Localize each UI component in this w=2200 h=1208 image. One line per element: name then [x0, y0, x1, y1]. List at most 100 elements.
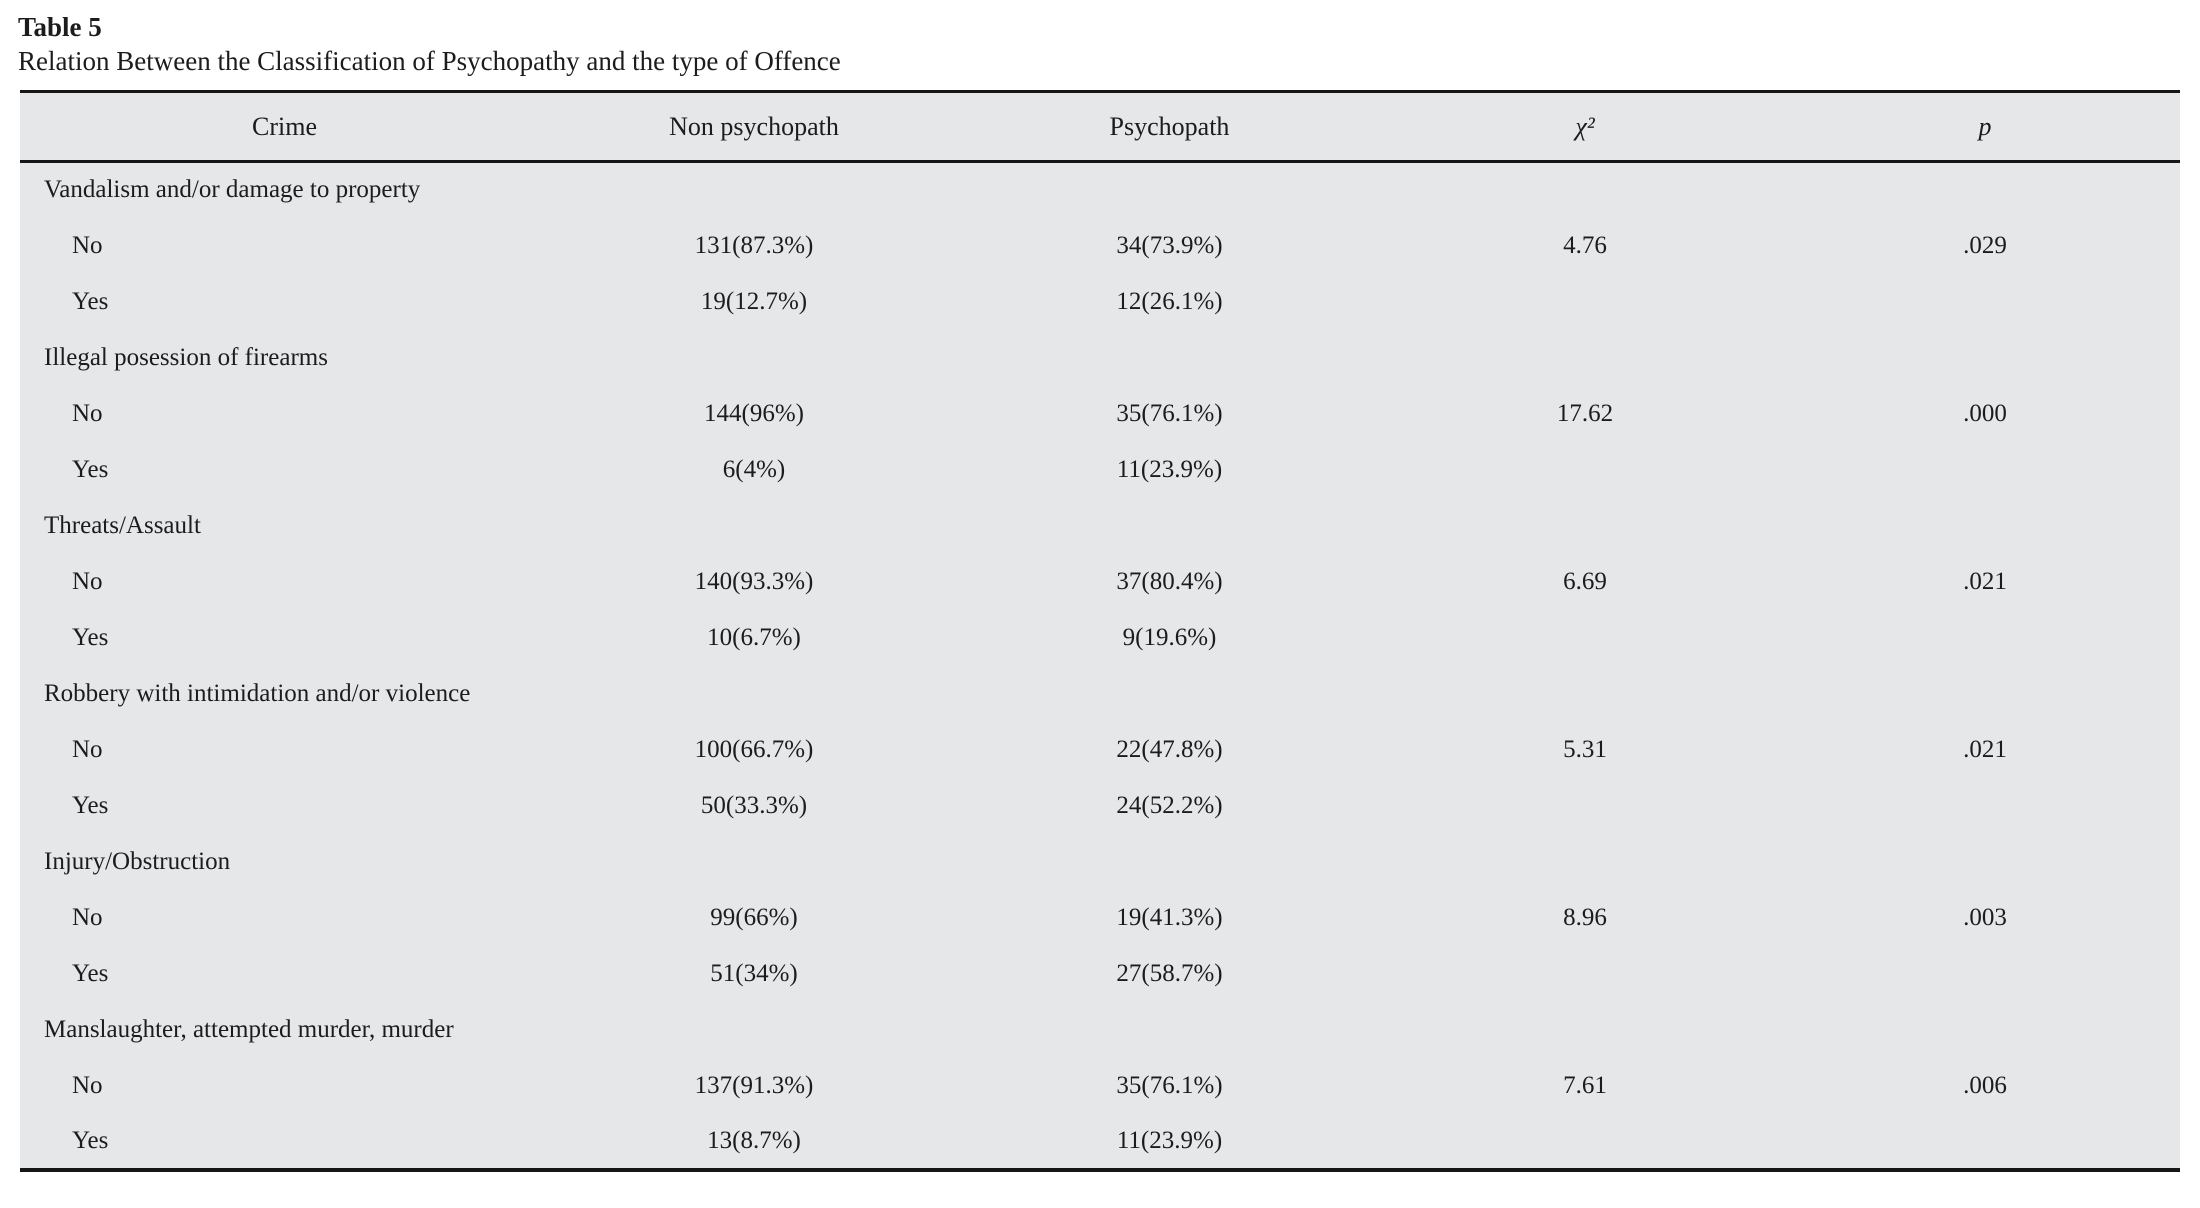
psychopath-value: 35(76.1%) — [1116, 1071, 1223, 1099]
psychopath-value: 19(41.3%) — [1116, 903, 1223, 931]
row-label: No — [72, 399, 103, 427]
row-label: Yes — [72, 455, 109, 483]
empty-cell — [959, 498, 1380, 554]
non-psychopath-value: 51(34%) — [710, 959, 798, 987]
data-row: No 140(93.3%) 37(80.4%) 6.69 .021 — [20, 554, 2180, 610]
chi-square-value — [1380, 610, 1790, 666]
psychopath-value: 27(58.7%) — [1116, 959, 1223, 987]
psychopath-value: 22(47.8%) — [1116, 735, 1223, 763]
p-value: .003 — [1963, 903, 2007, 931]
row-label: No — [72, 1071, 103, 1099]
crime-section-label: Illegal posession of firearms — [44, 343, 328, 371]
non-psychopath-value: 50(33.3%) — [700, 791, 808, 819]
empty-cell — [1790, 330, 2180, 386]
row-label: No — [72, 231, 103, 259]
chi-square-value: 5.31 — [1563, 735, 1607, 763]
psychopath-value: 9(19.6%) — [1122, 623, 1217, 651]
empty-cell — [959, 330, 1380, 386]
chi-square-value — [1380, 946, 1790, 1002]
psychopath-value: 12(26.1%) — [1116, 287, 1223, 315]
p-value — [1790, 274, 2180, 330]
psychopath-value: 11(23.9%) — [1116, 1126, 1223, 1154]
chi-square-value — [1380, 1114, 1790, 1170]
psychopath-value: 34(73.9%) — [1116, 231, 1223, 259]
non-psychopath-value: 99(66%) — [710, 903, 798, 931]
data-row: No 131(87.3%) 34(73.9%) 4.76 .029 — [20, 218, 2180, 274]
crime-section-label: Manslaughter, attempted murder, murder — [44, 1015, 454, 1043]
p-value — [1790, 610, 2180, 666]
section-row: Robbery with intimidation and/or violenc… — [20, 666, 2180, 722]
data-row: Yes 6(4%) 11(23.9%) — [20, 442, 2180, 498]
row-label: No — [72, 903, 103, 931]
empty-cell — [549, 666, 959, 722]
empty-cell — [959, 834, 1380, 890]
data-row: No 137(91.3%) 35(76.1%) 7.61 .006 — [20, 1058, 2180, 1114]
empty-cell — [1380, 330, 1790, 386]
psychopath-value: 24(52.2%) — [1116, 791, 1223, 819]
chi-square-value: 6.69 — [1563, 567, 1607, 595]
chi-square-value — [1380, 442, 1790, 498]
p-value: .006 — [1963, 1071, 2007, 1099]
chi-square-value: 17.62 — [1556, 399, 1614, 427]
p-value — [1790, 1114, 2180, 1170]
empty-cell — [1790, 834, 2180, 890]
p-value: .029 — [1963, 231, 2007, 259]
empty-cell — [959, 1002, 1380, 1058]
empty-cell — [549, 498, 959, 554]
table-number: Table 5 — [18, 12, 102, 42]
empty-cell — [1380, 162, 1790, 218]
empty-cell — [1790, 498, 2180, 554]
row-label: Yes — [72, 959, 109, 987]
empty-cell — [1380, 666, 1790, 722]
p-value: .021 — [1963, 567, 2007, 595]
col-header-p: p — [1790, 91, 2180, 163]
section-row: Injury/Obstruction — [20, 834, 2180, 890]
crime-section-label: Threats/Assault — [44, 511, 201, 539]
psychopath-value: 35(76.1%) — [1116, 399, 1223, 427]
non-psychopath-value: 6(4%) — [722, 455, 786, 483]
section-row: Vandalism and/or damage to property — [20, 162, 2180, 218]
empty-cell — [549, 330, 959, 386]
empty-cell — [1790, 666, 2180, 722]
data-row: Yes 13(8.7%) 11(23.9%) — [20, 1114, 2180, 1170]
section-row: Manslaughter, attempted murder, murder — [20, 1002, 2180, 1058]
chi-square-value: 7.61 — [1563, 1071, 1607, 1099]
p-value: .000 — [1963, 399, 2007, 427]
results-table: Crime Non psychopath Psychopath χ² p Van… — [20, 90, 2180, 1172]
non-psychopath-value: 131(87.3%) — [694, 231, 814, 259]
crime-section-label: Robbery with intimidation and/or violenc… — [44, 679, 471, 707]
chi-square-value: 8.96 — [1563, 903, 1607, 931]
col-header-crime: Crime — [20, 91, 549, 163]
empty-cell — [549, 1002, 959, 1058]
non-psychopath-value: 100(66.7%) — [694, 735, 814, 763]
row-label: No — [72, 567, 103, 595]
row-label: Yes — [72, 791, 109, 819]
empty-cell — [1380, 834, 1790, 890]
data-row: No 99(66%) 19(41.3%) 8.96 .003 — [20, 890, 2180, 946]
row-label: No — [72, 735, 103, 763]
p-value — [1790, 778, 2180, 834]
data-row: Yes 19(12.7%) 12(26.1%) — [20, 274, 2180, 330]
data-row: No 100(66.7%) 22(47.8%) 5.31 .021 — [20, 722, 2180, 778]
non-psychopath-value: 137(91.3%) — [694, 1071, 814, 1099]
chi-square-value: 4.76 — [1563, 231, 1607, 259]
section-row: Threats/Assault — [20, 498, 2180, 554]
empty-cell — [1380, 498, 1790, 554]
psychopath-value: 11(23.9%) — [1116, 455, 1223, 483]
empty-cell — [959, 162, 1380, 218]
table-title: Relation Between the Classification of P… — [18, 46, 841, 76]
empty-cell — [1790, 162, 2180, 218]
data-row: Yes 10(6.7%) 9(19.6%) — [20, 610, 2180, 666]
row-label: Yes — [72, 1126, 109, 1154]
section-row: Illegal posession of firearms — [20, 330, 2180, 386]
data-row: Yes 50(33.3%) 24(52.2%) — [20, 778, 2180, 834]
non-psychopath-value: 10(6.7%) — [707, 623, 801, 651]
crime-section-label: Injury/Obstruction — [44, 847, 231, 875]
header-row: Crime Non psychopath Psychopath χ² p — [20, 91, 2180, 163]
col-header-chi-square: χ² — [1380, 91, 1790, 163]
chi-square-value — [1380, 274, 1790, 330]
row-label: Yes — [72, 623, 109, 651]
p-value — [1790, 946, 2180, 1002]
non-psychopath-value: 144(96%) — [704, 399, 804, 427]
col-header-psychopath: Psychopath — [959, 91, 1380, 163]
